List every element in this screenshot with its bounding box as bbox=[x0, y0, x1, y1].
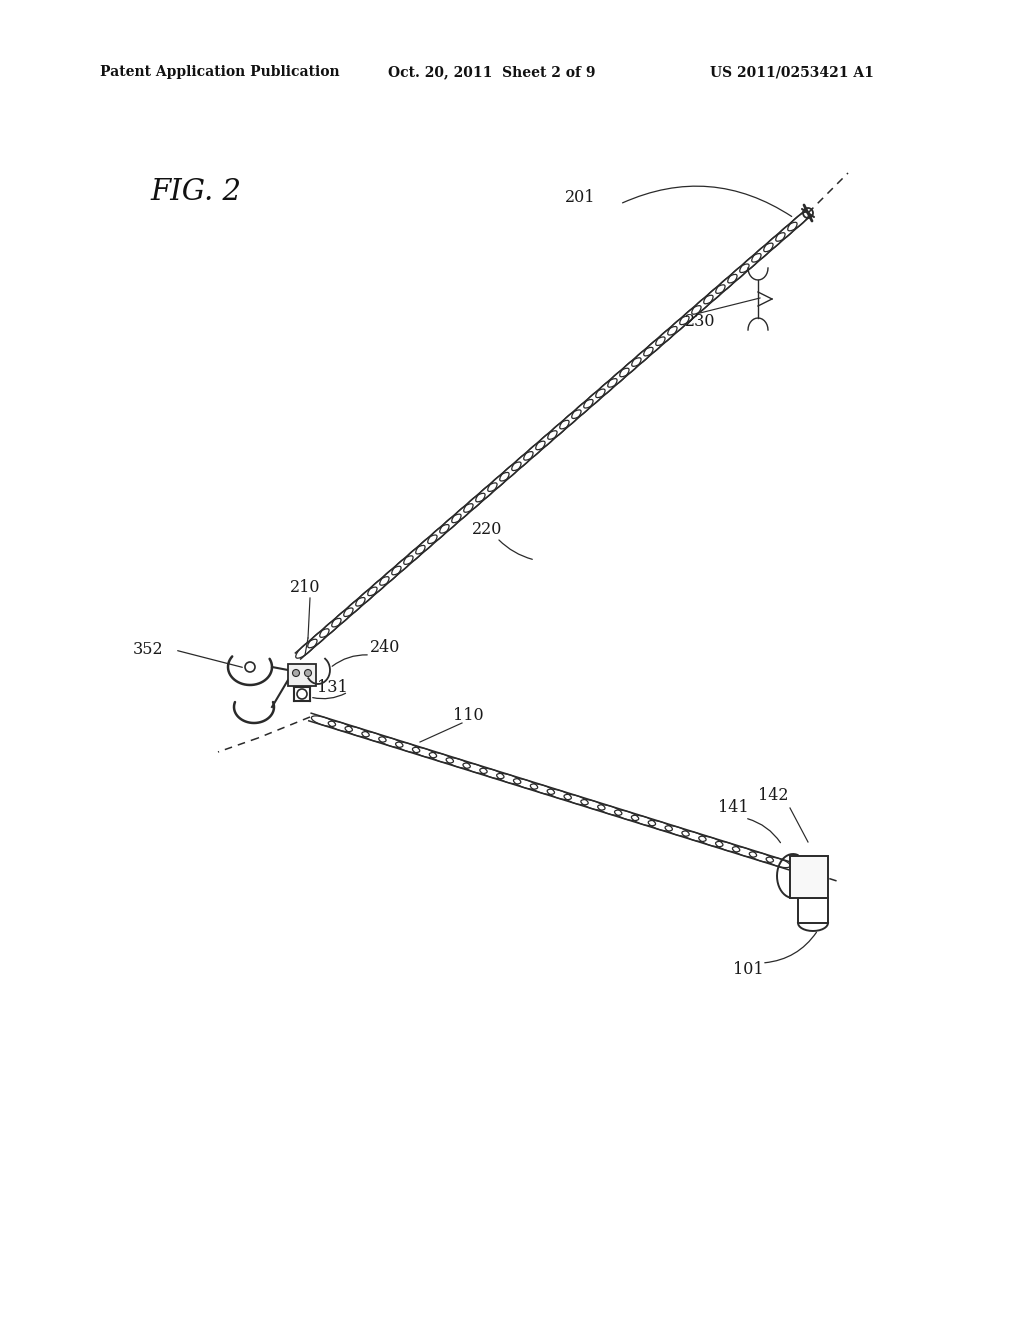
Text: 220: 220 bbox=[472, 521, 502, 539]
Text: Patent Application Publication: Patent Application Publication bbox=[100, 65, 340, 79]
Circle shape bbox=[293, 669, 299, 676]
Text: 210: 210 bbox=[290, 579, 321, 597]
FancyArrowPatch shape bbox=[178, 651, 243, 668]
Text: US 2011/0253421 A1: US 2011/0253421 A1 bbox=[710, 65, 873, 79]
Text: 352: 352 bbox=[133, 642, 163, 659]
FancyArrowPatch shape bbox=[312, 693, 345, 698]
Circle shape bbox=[304, 669, 311, 676]
Text: 110: 110 bbox=[453, 706, 483, 723]
FancyArrowPatch shape bbox=[765, 932, 816, 962]
Text: 131: 131 bbox=[316, 680, 347, 697]
Text: Oct. 20, 2011  Sheet 2 of 9: Oct. 20, 2011 Sheet 2 of 9 bbox=[388, 65, 596, 79]
Bar bbox=[790, 855, 828, 898]
Text: 142: 142 bbox=[758, 788, 788, 804]
Text: 201: 201 bbox=[565, 190, 595, 206]
FancyArrowPatch shape bbox=[748, 818, 780, 842]
FancyArrowPatch shape bbox=[499, 540, 532, 560]
FancyArrowPatch shape bbox=[623, 186, 792, 216]
Text: 101: 101 bbox=[733, 961, 763, 978]
Text: 230: 230 bbox=[685, 314, 715, 330]
Bar bbox=[288, 664, 316, 686]
Text: 141: 141 bbox=[718, 800, 749, 817]
Text: 240: 240 bbox=[370, 639, 400, 656]
FancyArrowPatch shape bbox=[332, 655, 368, 667]
Text: FIG. 2: FIG. 2 bbox=[150, 178, 241, 206]
